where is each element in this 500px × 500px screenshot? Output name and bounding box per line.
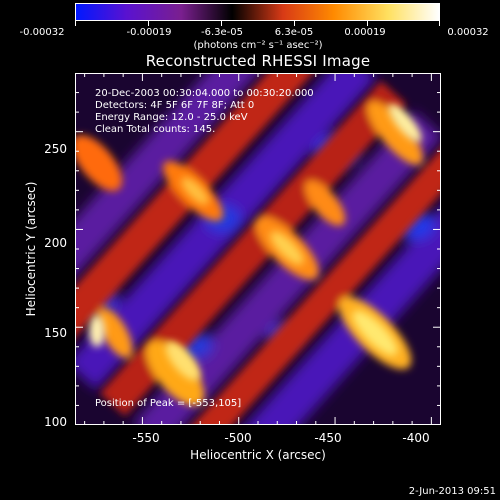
colorbar bbox=[75, 3, 440, 21]
image-positive-lobes bbox=[75, 73, 441, 425]
colorbar-tick bbox=[221, 21, 222, 26]
peak-position-label: Position of Peak = [-553,105] bbox=[95, 398, 242, 409]
image-bright-cores bbox=[89, 103, 422, 381]
colorbar-unit-label: (photons cm⁻² s⁻¹ asec⁻²) bbox=[193, 40, 323, 51]
colorbar-tick bbox=[75, 21, 76, 26]
x-tick-label: -500 bbox=[224, 431, 252, 445]
rhessi-image-svg bbox=[75, 73, 441, 425]
info-detectors: Detectors: 4F 5F 6F 7F 8F; Att 0 bbox=[95, 100, 255, 111]
info-energy-range: Energy Range: 12.0 - 25.0 keV bbox=[95, 112, 248, 123]
y-tick-label: 150 bbox=[44, 326, 67, 340]
y-tick-label: 100 bbox=[44, 415, 67, 429]
colorbar-tick-label: -0.00032 bbox=[19, 27, 65, 38]
colorbar-tick-label: 6.3e-05 bbox=[274, 27, 314, 38]
x-tick-label: -550 bbox=[132, 431, 160, 445]
colorbar-tick bbox=[294, 21, 295, 26]
info-time-range: 20-Dec-2003 00:30:04.000 to 00:30:20.000 bbox=[95, 88, 314, 99]
info-clean-counts: Clean Total counts: 145. bbox=[95, 124, 216, 135]
rhessi-image-plot bbox=[75, 73, 441, 425]
plot-timestamp: 2-Jun-2013 09:51 bbox=[408, 486, 496, 497]
x-tick-label: -400 bbox=[402, 431, 430, 445]
image-title: Reconstructed RHESSI Image bbox=[145, 52, 371, 70]
x-axis-label: Heliocentric X (arcsec) bbox=[190, 448, 326, 462]
colorbar-tick-label: -6.3e-05 bbox=[201, 27, 243, 38]
colorbar-tick bbox=[439, 21, 440, 26]
colorbar-tick-label: -0.00019 bbox=[126, 27, 172, 38]
colorbar-tick bbox=[148, 21, 149, 26]
colorbar-tick-label: 0.00019 bbox=[344, 27, 386, 38]
y-tick-label: 200 bbox=[44, 236, 67, 250]
y-axis-label: Heliocentric Y (arcsec) bbox=[24, 181, 38, 317]
colorbar-tick bbox=[367, 21, 368, 26]
y-tick-label: 250 bbox=[44, 142, 67, 156]
x-tick-label: -450 bbox=[314, 431, 342, 445]
colorbar-tick-label: 0.00032 bbox=[447, 27, 489, 38]
